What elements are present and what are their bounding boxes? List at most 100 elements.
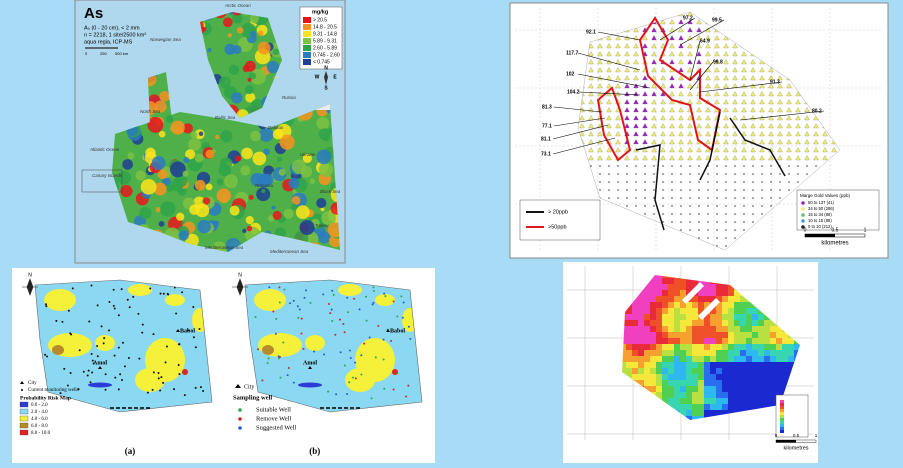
heat-cell <box>692 350 698 356</box>
heat-cell <box>692 278 698 284</box>
gold-value-label: 104.2 <box>567 89 580 95</box>
concentration-blob <box>272 48 280 56</box>
sample-triangle <box>669 27 675 33</box>
gold-legend-label: 15 to 34 (88) <box>808 212 832 217</box>
heat-legend-swatch <box>780 406 784 409</box>
heat-cell <box>656 290 662 296</box>
leader-line <box>689 40 701 81</box>
heat-cell <box>698 356 704 362</box>
heat-cell <box>686 368 692 374</box>
sample-triangle <box>714 99 720 105</box>
sample-dot <box>752 165 754 167</box>
heat-cell <box>740 320 746 326</box>
heat-cell <box>692 308 698 314</box>
heat-cell <box>692 302 698 308</box>
heat-cell <box>716 398 722 404</box>
place-label: Atlantic Ocean <box>89 147 120 152</box>
sample-dot <box>716 213 718 215</box>
heat-cell <box>716 302 722 308</box>
gold-legend-swatch <box>801 207 805 211</box>
gold-value-label: 97.2 <box>683 15 693 21</box>
heat-cell <box>674 344 680 350</box>
sample-dot <box>752 173 754 175</box>
sample-dot <box>734 229 736 231</box>
well-point <box>383 387 386 390</box>
heat-cell <box>704 332 710 338</box>
sample-triangle <box>642 91 648 97</box>
well-point <box>405 395 408 398</box>
sample-dot <box>716 237 718 239</box>
sample-triangle <box>714 59 720 65</box>
sample-dot <box>662 189 664 191</box>
sample-triangle <box>669 139 675 145</box>
concentration-blob <box>241 147 253 160</box>
heat-cell <box>704 392 710 398</box>
sample-triangle <box>723 67 729 73</box>
heat-cell <box>662 398 668 404</box>
sample-triangle <box>759 107 765 113</box>
heat-cell <box>728 284 734 290</box>
leader-line <box>577 52 641 71</box>
compass-label: E <box>333 74 337 80</box>
sample-triangle <box>786 91 792 97</box>
concentration-blob <box>232 13 243 24</box>
well-point <box>331 319 334 322</box>
sample-dot <box>716 181 718 183</box>
heat-cell <box>728 332 734 338</box>
sample-triangle <box>777 155 783 161</box>
sample-triangle <box>732 91 738 97</box>
heat-cell <box>746 392 752 398</box>
sample-triangle <box>597 91 603 97</box>
sample-dot <box>644 189 646 191</box>
sample-triangle <box>615 35 621 41</box>
well-point <box>202 390 205 393</box>
well-point <box>353 297 356 300</box>
heat-cell <box>734 374 740 380</box>
well-point <box>96 344 99 347</box>
heat-cell <box>698 386 704 392</box>
sample-triangle <box>777 83 783 89</box>
well-point <box>120 288 123 291</box>
concentration-blob <box>290 203 298 211</box>
heat-cell <box>758 344 764 350</box>
sample-dot <box>716 189 718 191</box>
well-point <box>194 386 197 389</box>
concentration-blob <box>182 170 189 177</box>
heat-legend-swatch <box>780 400 784 403</box>
well-point <box>365 295 368 298</box>
leader-line <box>597 31 641 41</box>
sample-triangle <box>588 123 594 129</box>
heat-cell <box>788 368 794 374</box>
concentration-blob <box>272 128 284 140</box>
concentration-blob <box>185 149 196 160</box>
heat-cell <box>704 386 710 392</box>
heat-cell <box>752 362 758 368</box>
well-point <box>113 307 116 310</box>
heat-cell <box>656 338 662 344</box>
sample-triangle <box>777 131 783 137</box>
heat-cell <box>704 356 710 362</box>
concentration-blob <box>236 26 244 34</box>
sample-triangle <box>777 107 783 113</box>
leader-line <box>699 81 783 93</box>
sample-triangle <box>741 51 747 57</box>
sample-triangle <box>750 59 756 65</box>
sample-dot <box>707 237 709 239</box>
heat-cell <box>656 284 662 290</box>
well-point <box>323 353 326 356</box>
sample-triangle <box>642 99 648 105</box>
sample-triangle <box>651 131 657 137</box>
heat-cell <box>764 350 770 356</box>
heat-cell <box>698 362 704 368</box>
well-point <box>330 308 333 311</box>
well-point <box>354 361 357 364</box>
heat-cell <box>680 314 686 320</box>
sample-dot <box>662 205 664 207</box>
sample-dot <box>698 229 700 231</box>
heat-cell <box>716 392 722 398</box>
sample-triangle <box>723 99 729 105</box>
sample-dot <box>680 165 682 167</box>
well-point <box>257 348 260 351</box>
sample-triangle <box>624 115 630 121</box>
sample-triangle <box>795 155 801 161</box>
